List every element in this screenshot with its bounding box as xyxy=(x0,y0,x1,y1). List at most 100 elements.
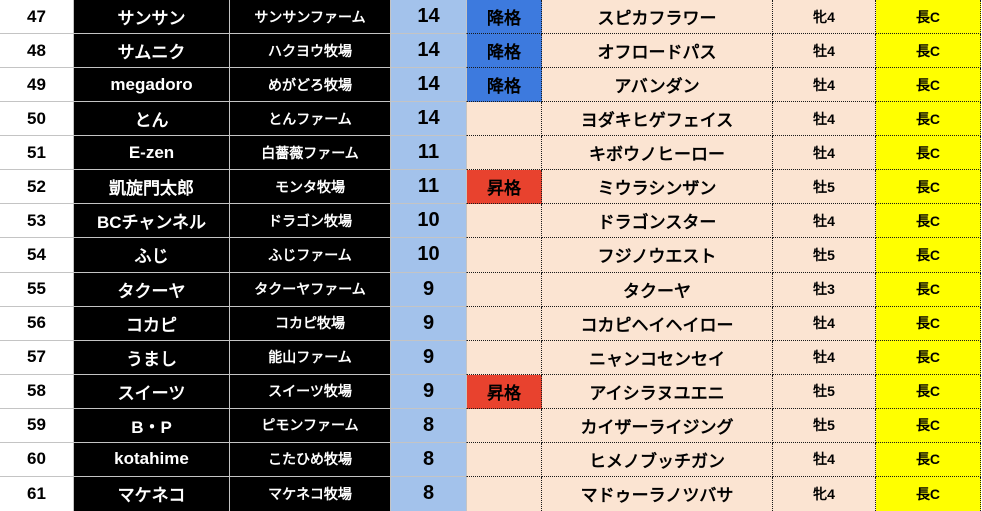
rank-cell[interactable]: 51 xyxy=(0,136,74,171)
grade-cell[interactable]: 長C xyxy=(876,102,981,137)
farm-name-cell[interactable]: ドラゴン牧場 xyxy=(230,204,391,239)
status-cell[interactable] xyxy=(466,102,542,137)
status-cell[interactable] xyxy=(466,238,542,273)
points-cell[interactable]: 10 xyxy=(391,204,467,239)
owner-name-cell[interactable]: スイーツ xyxy=(74,374,230,409)
grade-cell[interactable]: 長C xyxy=(876,34,981,69)
owner-name-cell[interactable]: とん xyxy=(74,102,230,137)
grade-cell[interactable]: 長C xyxy=(876,0,981,35)
rank-cell[interactable]: 59 xyxy=(0,408,74,443)
owner-name-cell[interactable]: kotahime xyxy=(74,442,230,477)
farm-name-cell[interactable]: 白薔薇ファーム xyxy=(230,136,391,171)
farm-name-cell[interactable]: モンタ牧場 xyxy=(230,170,391,205)
sex-age-cell[interactable]: 牡4 xyxy=(773,68,876,103)
sex-age-cell[interactable]: 牝4 xyxy=(773,476,876,511)
points-cell[interactable]: 14 xyxy=(391,0,467,35)
sex-age-cell[interactable]: 牡4 xyxy=(773,34,876,69)
rank-cell[interactable]: 49 xyxy=(0,68,74,103)
points-cell[interactable]: 11 xyxy=(391,136,467,171)
grade-cell[interactable]: 長C xyxy=(876,442,981,477)
grade-cell[interactable]: 長C xyxy=(876,238,981,273)
rank-cell[interactable]: 57 xyxy=(0,340,74,375)
grade-cell[interactable]: 長C xyxy=(876,204,981,239)
farm-name-cell[interactable]: ハクヨウ牧場 xyxy=(230,34,391,69)
farm-name-cell[interactable]: めがどろ牧場 xyxy=(230,68,391,103)
points-cell[interactable]: 11 xyxy=(391,170,467,205)
rank-cell[interactable]: 48 xyxy=(0,34,74,69)
status-cell[interactable] xyxy=(466,340,542,375)
owner-name-cell[interactable]: コカピ xyxy=(74,306,230,341)
farm-name-cell[interactable]: タクーヤファーム xyxy=(230,272,391,307)
owner-name-cell[interactable]: 凱旋門太郎 xyxy=(74,170,230,205)
status-cell[interactable] xyxy=(466,408,542,443)
status-cell[interactable]: 降格 xyxy=(466,68,542,103)
horse-name-cell[interactable]: スピカフラワー xyxy=(542,0,773,35)
owner-name-cell[interactable]: タクーヤ xyxy=(74,272,230,307)
sex-age-cell[interactable]: 牡4 xyxy=(773,102,876,137)
rank-cell[interactable]: 54 xyxy=(0,238,74,273)
points-cell[interactable]: 9 xyxy=(391,306,467,341)
farm-name-cell[interactable]: サンサンファーム xyxy=(230,0,391,35)
farm-name-cell[interactable]: スイーツ牧場 xyxy=(230,374,391,409)
rank-cell[interactable]: 58 xyxy=(0,374,74,409)
owner-name-cell[interactable]: サムニク xyxy=(74,34,230,69)
status-cell[interactable] xyxy=(466,306,542,341)
points-cell[interactable]: 14 xyxy=(391,102,467,137)
owner-name-cell[interactable]: サンサン xyxy=(74,0,230,35)
grade-cell[interactable]: 長C xyxy=(876,340,981,375)
status-cell[interactable]: 昇格 xyxy=(466,170,542,205)
owner-name-cell[interactable]: うまし xyxy=(74,340,230,375)
horse-name-cell[interactable]: ヨダキヒゲフェイス xyxy=(542,102,773,137)
horse-name-cell[interactable]: ミウラシンザン xyxy=(542,170,773,205)
owner-name-cell[interactable]: E-zen xyxy=(74,136,230,171)
horse-name-cell[interactable]: フジノウエスト xyxy=(542,238,773,273)
horse-name-cell[interactable]: コカピヘイヘイロー xyxy=(542,306,773,341)
points-cell[interactable]: 9 xyxy=(391,340,467,375)
grade-cell[interactable]: 長C xyxy=(876,170,981,205)
farm-name-cell[interactable]: 能山ファーム xyxy=(230,340,391,375)
rank-cell[interactable]: 50 xyxy=(0,102,74,137)
owner-name-cell[interactable]: B・P xyxy=(74,408,230,443)
grade-cell[interactable]: 長C xyxy=(876,306,981,341)
sex-age-cell[interactable]: 牡5 xyxy=(773,170,876,205)
sex-age-cell[interactable]: 牡4 xyxy=(773,442,876,477)
status-cell[interactable]: 降格 xyxy=(466,0,542,35)
status-cell[interactable] xyxy=(466,136,542,171)
status-cell[interactable] xyxy=(466,476,542,511)
sex-age-cell[interactable]: 牡5 xyxy=(773,408,876,443)
horse-name-cell[interactable]: マドゥーラノツバサ xyxy=(542,476,773,511)
grade-cell[interactable]: 長C xyxy=(876,68,981,103)
farm-name-cell[interactable]: とんファーム xyxy=(230,102,391,137)
rank-cell[interactable]: 52 xyxy=(0,170,74,205)
status-cell[interactable] xyxy=(466,442,542,477)
horse-name-cell[interactable]: タクーヤ xyxy=(542,272,773,307)
grade-cell[interactable]: 長C xyxy=(876,136,981,171)
grade-cell[interactable]: 長C xyxy=(876,408,981,443)
rank-cell[interactable]: 61 xyxy=(0,476,74,511)
status-cell[interactable] xyxy=(466,272,542,307)
points-cell[interactable]: 14 xyxy=(391,68,467,103)
horse-name-cell[interactable]: アイシラヌユエニ xyxy=(542,374,773,409)
points-cell[interactable]: 9 xyxy=(391,374,467,409)
status-cell[interactable]: 昇格 xyxy=(466,374,542,409)
horse-name-cell[interactable]: ニャンコセンセイ xyxy=(542,340,773,375)
sex-age-cell[interactable]: 牡4 xyxy=(773,340,876,375)
sex-age-cell[interactable]: 牡5 xyxy=(773,374,876,409)
horse-name-cell[interactable]: ヒメノブッチガン xyxy=(542,442,773,477)
sex-age-cell[interactable]: 牡3 xyxy=(773,272,876,307)
farm-name-cell[interactable]: ふじファーム xyxy=(230,238,391,273)
points-cell[interactable]: 10 xyxy=(391,238,467,273)
sex-age-cell[interactable]: 牡4 xyxy=(773,204,876,239)
status-cell[interactable] xyxy=(466,204,542,239)
owner-name-cell[interactable]: megadoro xyxy=(74,68,230,103)
farm-name-cell[interactable]: こたひめ牧場 xyxy=(230,442,391,477)
grade-cell[interactable]: 長C xyxy=(876,272,981,307)
sex-age-cell[interactable]: 牡5 xyxy=(773,238,876,273)
points-cell[interactable]: 8 xyxy=(391,442,467,477)
horse-name-cell[interactable]: オフロードパス xyxy=(542,34,773,69)
sex-age-cell[interactable]: 牝4 xyxy=(773,0,876,35)
rank-cell[interactable]: 47 xyxy=(0,0,74,35)
grade-cell[interactable]: 長C xyxy=(876,476,981,511)
owner-name-cell[interactable]: マケネコ xyxy=(74,476,230,511)
grade-cell[interactable]: 長C xyxy=(876,374,981,409)
